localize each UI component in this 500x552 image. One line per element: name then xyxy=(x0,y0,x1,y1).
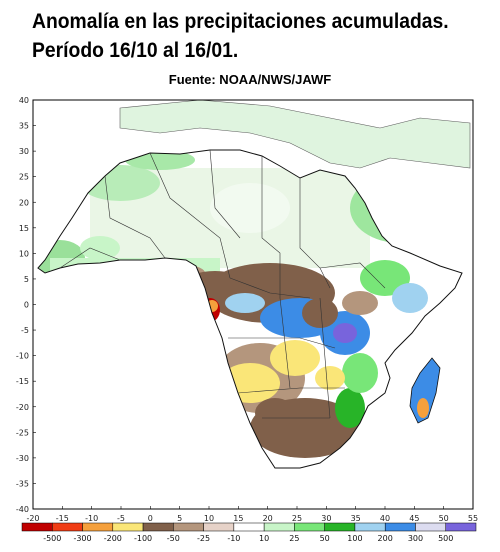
colorbar-label: -25 xyxy=(197,534,210,543)
colorbar-label: -200 xyxy=(104,534,122,543)
lon-tick-label: 40 xyxy=(380,514,390,523)
lat-tick-label: 25 xyxy=(19,173,29,182)
lon-tick-label: -15 xyxy=(56,514,69,523)
lon-tick-label: 10 xyxy=(204,514,214,523)
lat-tick-label: -15 xyxy=(16,377,29,386)
colorbar-label: 100 xyxy=(347,534,362,543)
lat-tick-label: -20 xyxy=(16,403,29,412)
colorbar-label: -50 xyxy=(167,534,180,543)
colorbar-label: -10 xyxy=(227,534,240,543)
colorbar-swatch xyxy=(203,522,235,532)
colorbar-label: 500 xyxy=(438,534,453,543)
longitude-labels: -20 -15 -10 -5 0 5 10 15 20 25 30 35 40 45 50 55 xyxy=(26,506,478,523)
lon-tick-label: 50 xyxy=(439,514,449,523)
colorbar-swatch xyxy=(112,522,144,532)
colorbar-swatch xyxy=(263,522,295,532)
anomaly-colorbar: -500 -300 -200 -100 -50 -25 -10 10 25 50 100 200 300… xyxy=(21,522,477,543)
lat-tick-label: 20 xyxy=(19,198,29,207)
colorbar-label: 25 xyxy=(289,534,299,543)
madagascar-dry-area xyxy=(417,398,429,418)
colorbar-label: -500 xyxy=(43,534,61,543)
lon-tick-label: 15 xyxy=(233,514,243,523)
lat-tick-label: 15 xyxy=(19,224,29,233)
lon-tick-label: 35 xyxy=(351,514,361,523)
lat-tick-label: -10 xyxy=(16,352,29,361)
lat-tick-label: 10 xyxy=(19,249,29,258)
lon-tick-label: 5 xyxy=(177,514,182,523)
lon-tick-label: -5 xyxy=(117,514,125,523)
colorbar-swatch xyxy=(294,522,325,532)
colorbar-swatch xyxy=(21,522,53,532)
lon-tick-label: 55 xyxy=(468,514,478,523)
colorbar-swatch xyxy=(233,522,265,532)
colorbar-swatch xyxy=(173,522,204,532)
lon-tick-label: -20 xyxy=(26,514,39,523)
lat-tick-label: 40 xyxy=(19,96,29,105)
colorbar-swatch xyxy=(52,522,83,532)
colorbar-label: -300 xyxy=(73,534,91,543)
colorbar-swatch xyxy=(384,522,416,532)
lon-tick-label: 45 xyxy=(409,514,419,523)
lon-tick-label: 25 xyxy=(292,514,302,523)
lon-tick-label: 0 xyxy=(148,514,153,523)
colorbar-swatch xyxy=(445,522,477,532)
colorbar-label: 200 xyxy=(378,534,393,543)
lat-tick-label: -35 xyxy=(16,479,29,488)
colorbar-label: 10 xyxy=(259,534,269,543)
lat-tick-label: -25 xyxy=(16,428,29,437)
colorbar-label: 50 xyxy=(320,534,330,543)
colorbar-swatch xyxy=(82,522,114,532)
lat-tick-label: 5 xyxy=(24,275,29,284)
lon-tick-label: 30 xyxy=(321,514,331,523)
country-borders xyxy=(59,149,386,419)
lat-tick-label: -5 xyxy=(21,326,29,335)
lat-tick-label: 35 xyxy=(19,122,29,131)
colorbar-swatch xyxy=(324,522,356,532)
europe-mideast-land xyxy=(119,99,471,169)
colorbar-swatch xyxy=(142,522,174,532)
lat-tick-label: 0 xyxy=(24,301,29,310)
map-title-line-2: Período 16/10 al 16/01. xyxy=(32,39,239,62)
latitude-labels: 40 35 30 25 20 15 10 5 0 -5 -10 -15 -20 -25 -30 -35 -40 xyxy=(16,96,36,514)
precipitation-anomaly-map: 4035302520151050-5-10-15-20-25-30-35-40 … xyxy=(16,96,478,543)
map-title-line-1: Anomalía en las precipitaciones acumulad… xyxy=(32,10,449,33)
colorbar-swatch xyxy=(354,522,386,532)
data-source-label: Fuente: NOAA/NWS/JAWF xyxy=(168,72,332,87)
colorbar-swatch xyxy=(415,522,446,532)
lat-tick-label: -30 xyxy=(16,454,29,463)
colorbar-label: -100 xyxy=(134,534,152,543)
colorbar-label: 300 xyxy=(408,534,423,543)
lat-tick-label: 30 xyxy=(19,147,29,156)
lon-tick-label: 20 xyxy=(263,514,273,523)
lon-tick-label: -10 xyxy=(85,514,98,523)
lat-tick-label: -40 xyxy=(16,505,29,514)
